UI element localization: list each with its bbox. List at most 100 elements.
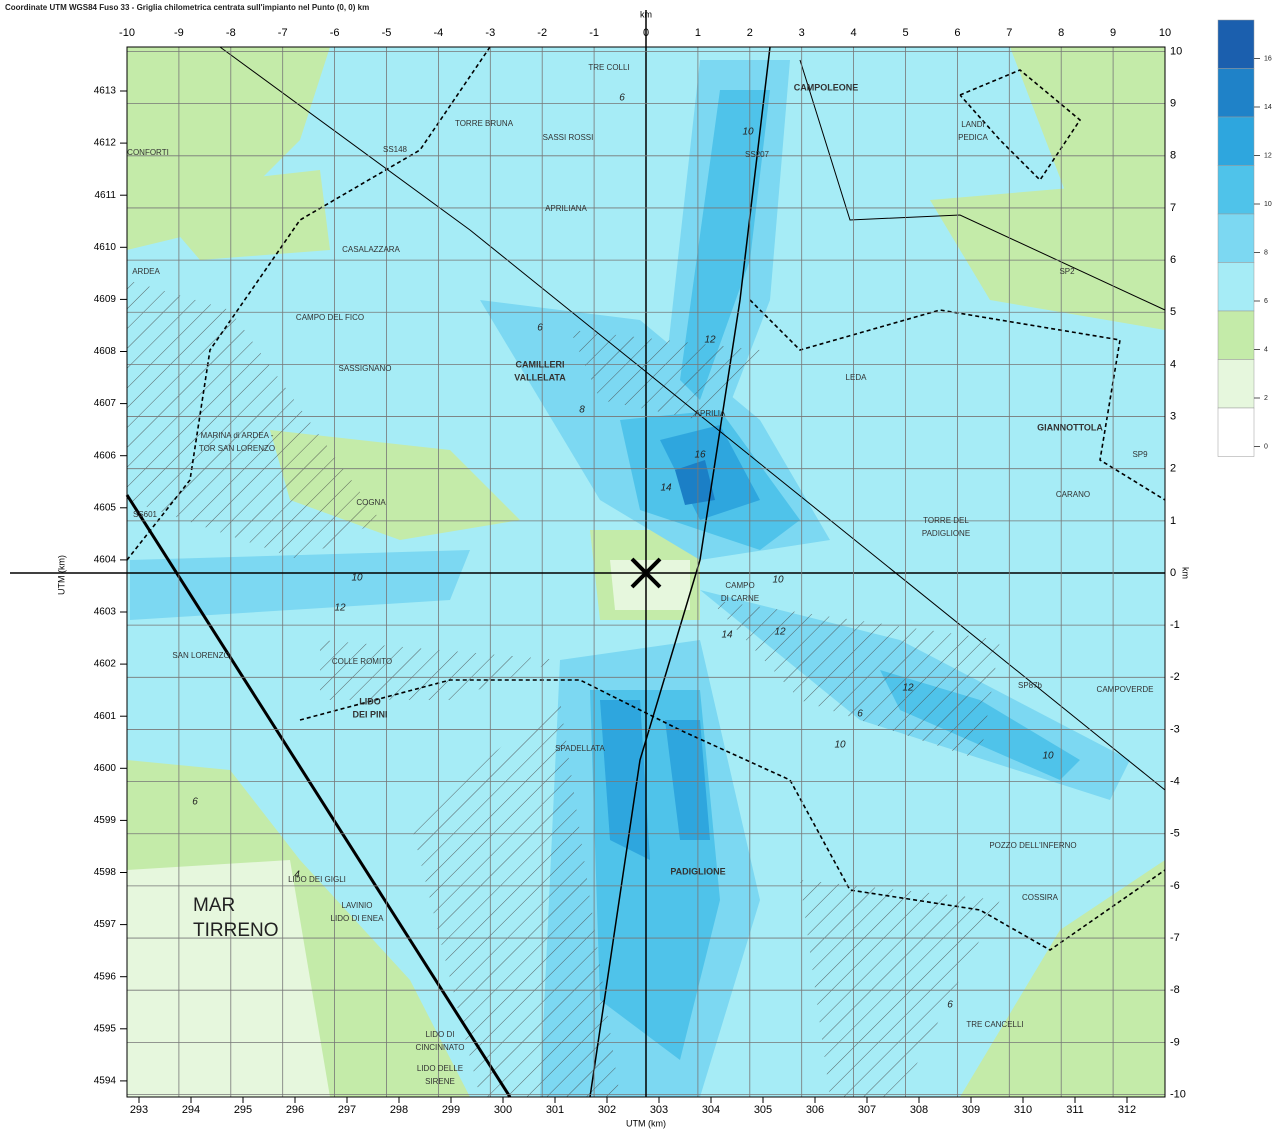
bottom-tick-label: 297 xyxy=(338,1104,356,1116)
contour-label: 6 xyxy=(537,323,543,334)
legend-swatch xyxy=(1218,408,1254,457)
title: Coordinate UTM WGS84 Fuso 33 - Griglia c… xyxy=(5,3,369,12)
contour-label: 6 xyxy=(192,797,198,808)
bottom-tick-label: 303 xyxy=(650,1104,668,1116)
contour-label: 10 xyxy=(772,575,784,586)
contour-label: 14 xyxy=(721,630,733,641)
left-tick-label: 4595 xyxy=(94,1023,117,1034)
left-tick-label: 4598 xyxy=(94,867,117,878)
legend-label: 2 xyxy=(1264,395,1268,402)
map: Coordinate UTM WGS84 Fuso 33 - Griglia c… xyxy=(0,0,1278,1133)
place-label: LANDI xyxy=(961,120,985,129)
place-label: TRE COLLI xyxy=(588,63,629,72)
top-tick-label: -3 xyxy=(485,27,495,39)
place-label: ARDEA xyxy=(132,267,160,276)
right-tick-label: 1 xyxy=(1170,515,1176,527)
contour-label: 6 xyxy=(947,1000,953,1011)
sea-label: TIRRENO xyxy=(193,920,279,941)
right-tick-label: -10 xyxy=(1170,1088,1186,1100)
legend-label: 4 xyxy=(1264,346,1268,353)
contour-label: 12 xyxy=(774,627,786,638)
place-label: SS207 xyxy=(745,150,770,159)
top-tick-label: 7 xyxy=(1006,27,1012,39)
contour-label: 10 xyxy=(742,127,754,138)
place-label: SP9 xyxy=(1132,450,1148,459)
place-label: APRILIA xyxy=(695,409,726,418)
right-tick-label: -5 xyxy=(1170,828,1180,840)
place-label: SS601 xyxy=(133,510,158,519)
top-tick-label: 6 xyxy=(954,27,960,39)
place-label: TOR SAN LORENZO xyxy=(199,444,275,453)
top-tick-label: -2 xyxy=(537,27,547,39)
place-label: SIRENE xyxy=(425,1077,455,1086)
left-tick-label: 4596 xyxy=(94,971,117,982)
top-unit: km xyxy=(640,9,652,19)
bottom-tick-label: 301 xyxy=(546,1104,564,1116)
legend-label: 0 xyxy=(1264,443,1268,450)
legend-swatch xyxy=(1218,311,1254,360)
top-tick-label: 3 xyxy=(799,27,805,39)
bottom-tick-label: 308 xyxy=(910,1104,928,1116)
place-label: CAMPOLEONE xyxy=(794,82,859,92)
place-label: CAMPO xyxy=(725,581,754,590)
legend-swatch xyxy=(1218,360,1254,409)
top-tick-label: 5 xyxy=(902,27,908,39)
place-label: GIANNOTTOLA xyxy=(1037,422,1103,432)
right-tick-label: 0 xyxy=(1170,567,1176,579)
contour-label: 6 xyxy=(619,93,625,104)
left-tick-label: 4610 xyxy=(94,242,117,253)
left-axis-label: UTM (km) xyxy=(56,555,66,595)
top-tick-label: -10 xyxy=(119,27,135,39)
top-tick-label: 2 xyxy=(747,27,753,39)
bottom-tick-label: 312 xyxy=(1118,1104,1136,1116)
bottom-tick-label: 299 xyxy=(442,1104,460,1116)
place-label: CAMPOVERDE xyxy=(1097,685,1154,694)
right-tick-label: -2 xyxy=(1170,671,1180,683)
bottom-tick-label: 307 xyxy=(858,1104,876,1116)
place-label: TRE CANCELLI xyxy=(966,1020,1023,1029)
sea-label: MAR xyxy=(193,895,235,916)
contour-label: 8 xyxy=(579,405,585,416)
right-tick-label: 3 xyxy=(1170,410,1176,422)
right-tick-label: 2 xyxy=(1170,463,1176,475)
left-tick-label: 4600 xyxy=(94,763,117,774)
place-label: SASSI ROSSI xyxy=(543,133,594,142)
top-tick-label: 9 xyxy=(1110,27,1116,39)
right-tick-label: -8 xyxy=(1170,984,1180,996)
right-tick-label: -3 xyxy=(1170,723,1180,735)
contour-label: 6 xyxy=(857,709,863,720)
bottom-tick-label: 310 xyxy=(1014,1104,1032,1116)
legend-label: 10 xyxy=(1264,201,1272,208)
right-tick-label: 4 xyxy=(1170,358,1176,370)
place-label: CONFORTI xyxy=(127,148,169,157)
place-label: SP2 xyxy=(1059,267,1075,276)
place-label: LIDO xyxy=(359,696,381,706)
left-tick-label: 4611 xyxy=(94,190,116,201)
contour-label: 10 xyxy=(351,573,363,584)
place-label: LEDA xyxy=(846,373,868,382)
bottom-tick-label: 295 xyxy=(234,1104,252,1116)
top-tick-label: -4 xyxy=(434,27,444,39)
top-tick-label: 0 xyxy=(643,27,649,39)
place-label: APRILIANA xyxy=(545,204,587,213)
right-tick-label: -7 xyxy=(1170,932,1180,944)
legend-label: 16 xyxy=(1264,55,1272,62)
bottom-tick-label: 300 xyxy=(494,1104,512,1116)
place-label: TORRE DEL xyxy=(923,516,969,525)
contour-label: 4 xyxy=(294,870,300,881)
place-label: CINCINNATO xyxy=(415,1043,464,1052)
bottom-tick-label: 304 xyxy=(702,1104,720,1116)
legend-swatch xyxy=(1218,20,1254,69)
right-unit: km xyxy=(1181,567,1191,579)
right-tick-label: 9 xyxy=(1170,98,1176,110)
left-tick-label: 4601 xyxy=(94,711,117,722)
bottom-tick-label: 296 xyxy=(286,1104,304,1116)
place-label: SP87b xyxy=(1018,681,1043,690)
place-label: CARANO xyxy=(1056,490,1090,499)
legend-swatch xyxy=(1218,117,1254,166)
right-tick-label: 10 xyxy=(1170,45,1182,57)
place-label: COSSIRA xyxy=(1022,893,1059,902)
place-label: LIDO DI xyxy=(426,1030,455,1039)
place-label: COGNA xyxy=(356,498,386,507)
top-tick-label: -8 xyxy=(226,27,236,39)
